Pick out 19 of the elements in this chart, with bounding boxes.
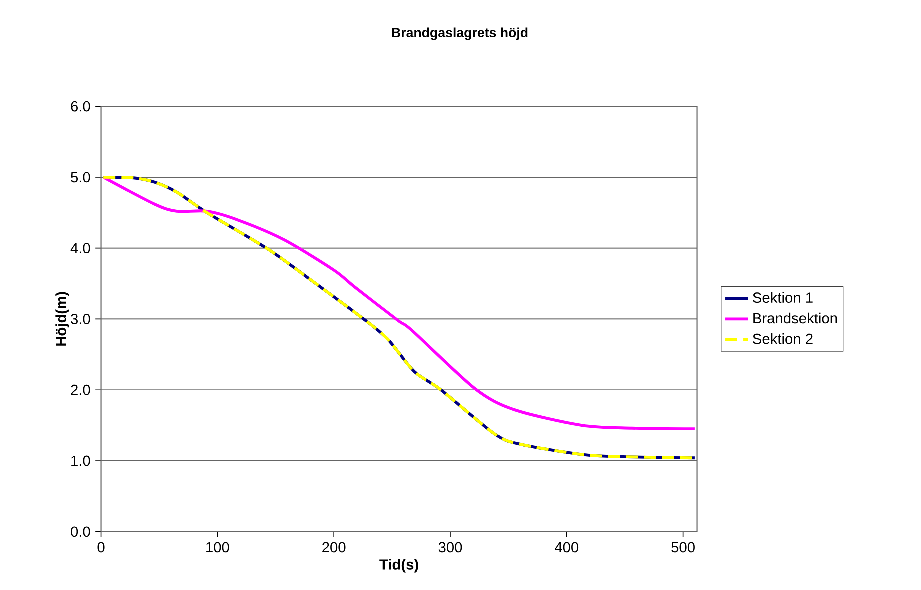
x-tick-label: 300 xyxy=(438,542,462,553)
x-axis-title: Tid(s) xyxy=(380,559,418,573)
y-tick-label: 2.0 xyxy=(71,384,90,396)
chart-title: Brandgaslagrets höjd xyxy=(392,28,528,40)
legend-label: Brandsektion xyxy=(754,312,838,324)
y-tick-label: 1.0 xyxy=(72,456,90,466)
y-tick-label: 6.0 xyxy=(71,101,90,112)
y-tick-label: 3.0 xyxy=(71,314,90,324)
legend-label: Sektion 2 xyxy=(753,334,813,344)
x-tick-label: 100 xyxy=(206,542,230,553)
y-tick-label: 0.0 xyxy=(71,526,90,538)
legend-label: Sektion 1 xyxy=(753,292,813,304)
x-tick-label: 200 xyxy=(322,542,346,553)
x-tick-label: 500 xyxy=(672,542,695,553)
y-axis-title: Höjd(m) xyxy=(56,292,70,346)
x-tick-label: 400 xyxy=(555,542,579,553)
x-tick-label: 0 xyxy=(98,542,105,553)
y-tick-label: 4.0 xyxy=(70,243,90,254)
y-tick-label: 5.0 xyxy=(71,172,90,183)
